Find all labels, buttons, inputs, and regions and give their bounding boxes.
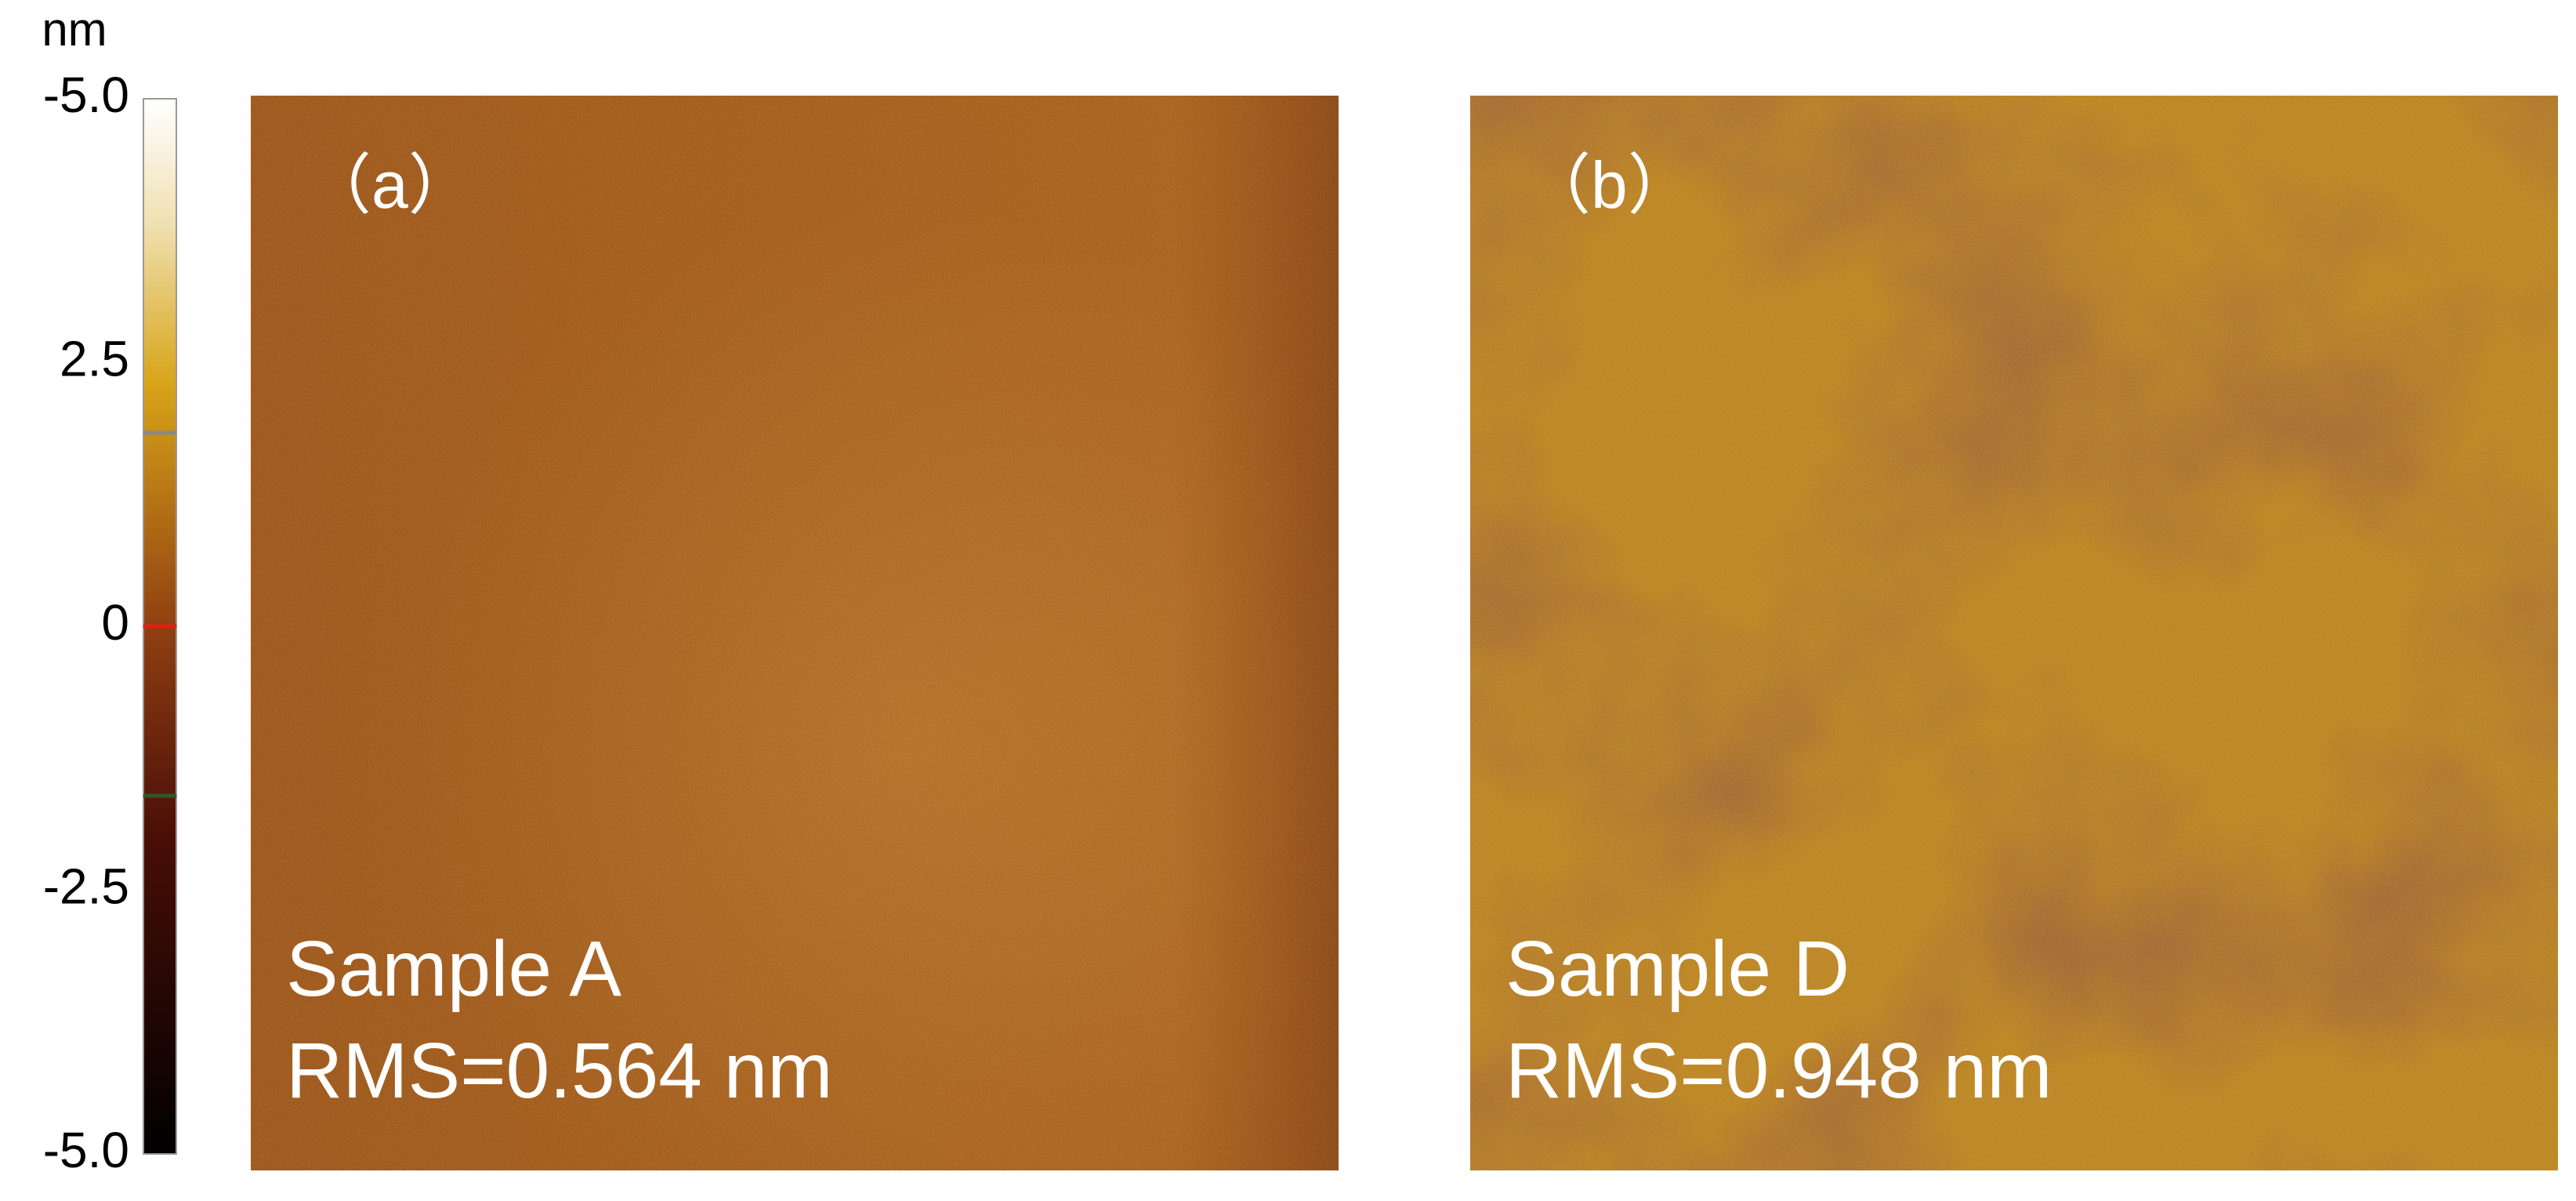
colorbar-tick-label: -5.0 — [43, 67, 129, 123]
panel-tag: （a） — [306, 148, 474, 222]
panel-labels: （a） Sample A RMS=0.564 nm （b） Sample D RMS=0.… — [286, 148, 2052, 1115]
afm-grain — [251, 96, 1339, 1170]
afm-grain — [1470, 96, 2558, 1170]
colorbar-tick-label: 0 — [101, 594, 129, 651]
sample-name: Sample D — [1505, 925, 1850, 1013]
colorbar-tick-label: 2.5 — [60, 330, 129, 386]
panel-a — [251, 96, 1339, 1170]
rms-value: RMS=0.948 nm — [1505, 1027, 2052, 1115]
panel-tag: （b） — [1525, 148, 1694, 222]
colorbar-unit: nm — [42, 3, 107, 56]
rms-value: RMS=0.564 nm — [286, 1027, 833, 1115]
colorbar-ticks: -5.0 2.5 0 -2.5 -5.0 — [43, 67, 129, 1178]
colorbar-tick-label: -5.0 — [43, 1122, 129, 1178]
colorbar-tick-label: -2.5 — [43, 858, 129, 914]
sample-name: Sample A — [286, 925, 621, 1013]
panel-b — [1470, 96, 2558, 1170]
